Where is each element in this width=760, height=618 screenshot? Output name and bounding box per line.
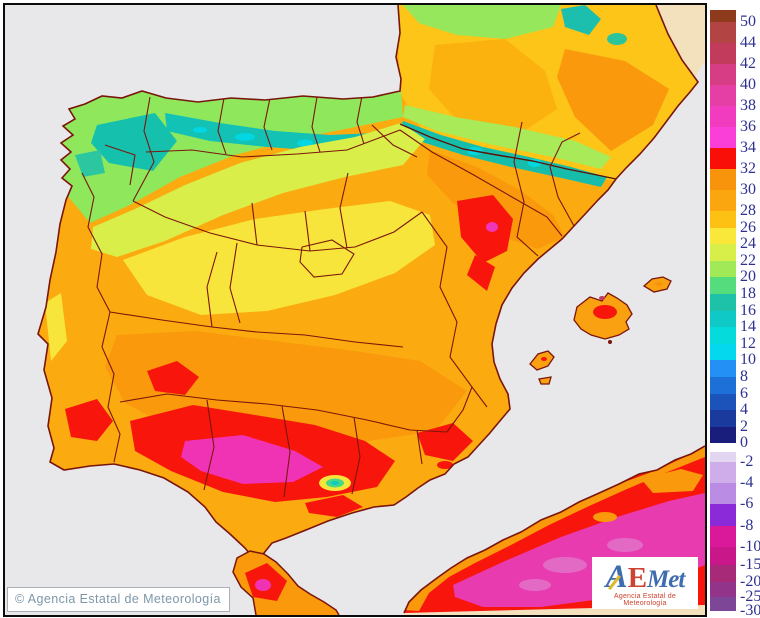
legend-tick-label: -2 — [740, 453, 754, 470]
legend-tick-label: 40 — [740, 76, 756, 93]
legend-tick-label: 2 — [740, 417, 748, 435]
legend-tick-label: -6 — [740, 495, 754, 512]
legend-band — [710, 410, 736, 427]
legend-tick-label: 22 — [740, 251, 756, 269]
legend-tick-label: 10 — [740, 351, 756, 369]
legend-tick-label: -30 — [740, 602, 760, 618]
legend-band — [710, 452, 736, 462]
legend-band — [710, 277, 736, 294]
legend-tick-label: 6 — [740, 384, 748, 402]
legend-band — [710, 106, 736, 127]
legend-band — [710, 426, 736, 444]
legend-band — [710, 294, 736, 311]
legend-band — [710, 10, 736, 22]
legend-band — [710, 526, 736, 547]
coastline — [37, 5, 700, 561]
balearic-islands — [529, 276, 672, 385]
spain-temperature-map — [5, 5, 705, 615]
legend-tick-label: -25 — [740, 588, 760, 605]
legend-band — [710, 85, 736, 106]
legend-tick-label: 0 — [740, 434, 748, 452]
aemet-logo-wordmark: AEMet — [592, 559, 698, 597]
legend-band — [710, 227, 736, 245]
legend-band — [710, 127, 736, 148]
legend-tick-label: 28 — [740, 202, 756, 219]
legend-tick-label: 16 — [740, 301, 756, 319]
legend-band — [710, 260, 736, 278]
legend-tick-label: 26 — [740, 218, 756, 236]
legend-tick-label: 34 — [740, 139, 756, 156]
legend-band — [710, 148, 736, 169]
copyright-notice: © Agencia Estatal de Meteorología — [7, 587, 230, 612]
legend-tick-label: 32 — [740, 160, 756, 177]
legend-band — [710, 22, 736, 43]
logo-letter-e: E — [627, 562, 648, 594]
legend-band — [710, 327, 736, 344]
legend-band — [710, 244, 736, 261]
legend-tick-label: -10 — [740, 538, 760, 555]
legend-tick-label: 44 — [740, 34, 756, 51]
legend-band — [710, 547, 736, 565]
legend-band — [710, 310, 736, 328]
iberia-region — [38, 5, 698, 559]
legend-tick-label: -8 — [740, 517, 754, 534]
legend-band — [710, 462, 736, 483]
legend-tick-label: 30 — [740, 181, 756, 198]
legend-band — [710, 597, 736, 611]
aemet-logo-subtitle: Agencia Estatal de Meteorología — [614, 593, 676, 607]
legend-tick-label: 14 — [740, 318, 756, 336]
legend-negative: -2 -4 -6 -8 -10 -15 -20 -25 -30 — [710, 452, 760, 618]
legend-band — [710, 360, 736, 377]
legend-tick-label: 24 — [740, 235, 756, 253]
legend-tick-label: -15 — [740, 556, 760, 573]
legend-band — [710, 64, 736, 85]
legend-tick-label: 42 — [740, 55, 756, 72]
temperature-shading — [45, 5, 698, 517]
legend-band — [710, 211, 736, 228]
legend-band — [710, 190, 736, 211]
logo-letters-met: Met — [647, 566, 685, 593]
legend-tick-label: -20 — [740, 573, 760, 590]
legend-tick-label: 8 — [740, 368, 748, 385]
legend-band — [710, 169, 736, 190]
legend-band — [710, 565, 736, 582]
legend-tick-label: 50 — [740, 13, 756, 30]
legend-band — [710, 393, 736, 411]
legend-tick-label: -4 — [740, 474, 754, 491]
legend-tick-label: 20 — [740, 268, 756, 286]
legend-band — [710, 43, 736, 64]
legend-tick-label: 36 — [740, 118, 756, 135]
province-borders — [81, 95, 581, 498]
legend-band — [710, 377, 736, 394]
legend-positive: 50 44 42 40 38 36 34 32 30 28 26 24 22 20 18 16 14 12 10 8 6… — [710, 10, 760, 455]
legend-tick-label: 18 — [740, 285, 756, 302]
legend-band — [710, 504, 736, 526]
legend-band — [710, 483, 736, 504]
map-frame — [3, 3, 707, 617]
legend-band — [710, 343, 736, 361]
pyrenees-border — [399, 123, 617, 180]
legend-band — [710, 582, 736, 597]
aemet-logo: AEMet Agencia Estatal de Meteorología — [592, 557, 698, 609]
legend-tick-label: 4 — [740, 401, 748, 419]
legend-tick-label: 38 — [740, 97, 756, 114]
legend-tick-label: 12 — [740, 334, 756, 352]
